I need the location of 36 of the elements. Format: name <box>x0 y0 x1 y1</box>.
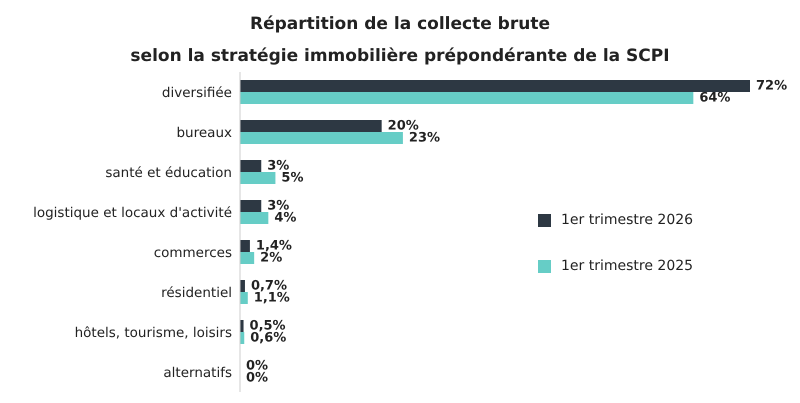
data-label: 64% <box>699 90 730 106</box>
y-tick-label: alternatifs <box>163 364 232 381</box>
y-tick-label: logistique et locaux d'activité <box>33 204 232 221</box>
bar <box>240 252 254 264</box>
chart-title: Répartition de la collecte brute <box>249 13 551 36</box>
bar <box>240 240 250 252</box>
y-tick-label: diversifiée <box>162 84 232 101</box>
data-label: 20% <box>388 118 419 134</box>
y-tick-label: commerces <box>154 244 232 261</box>
data-label: 4% <box>274 210 296 226</box>
data-label: 3% <box>267 158 290 174</box>
bar <box>240 80 750 92</box>
bar <box>240 132 403 144</box>
chart-subtitle: selon la stratégie immobilière prépondérante de la SCPI <box>129 45 671 68</box>
data-label: 72% <box>756 78 788 94</box>
bar <box>240 332 244 344</box>
y-tick-label: résidentiel <box>161 284 232 301</box>
bar <box>240 120 382 132</box>
bar <box>240 92 694 104</box>
y-tick-label: hôtels, tourisme, loisirs <box>74 324 232 341</box>
bar <box>240 160 262 172</box>
y-tick-label: bureaux <box>176 124 232 141</box>
bar <box>240 280 245 292</box>
data-label: 0% <box>246 370 268 386</box>
bar <box>240 172 276 184</box>
bar <box>240 212 268 224</box>
bar <box>240 292 248 304</box>
legend-label: 1er trimestre 2026 <box>561 212 694 228</box>
data-label: 23% <box>408 130 440 146</box>
y-tick-label: santé et éducation <box>105 164 232 181</box>
data-label: 5% <box>281 170 304 186</box>
bar <box>240 200 262 212</box>
data-label: 2% <box>260 250 282 266</box>
legend-label: 1er trimestre 2025 <box>561 258 694 274</box>
data-label: 0,6% <box>250 330 286 346</box>
data-label: 1,1% <box>254 290 290 306</box>
